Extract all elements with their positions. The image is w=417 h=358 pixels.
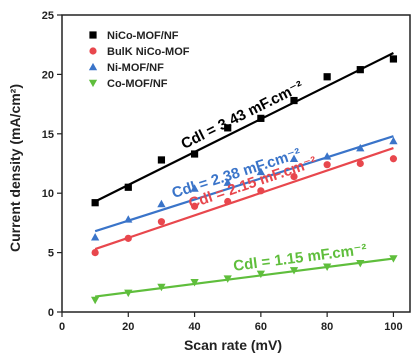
plot-frame [61, 14, 411, 313]
data-point [224, 124, 232, 132]
data-point [389, 155, 398, 163]
y-tick-label: 5 [48, 248, 54, 260]
data-point [389, 55, 398, 63]
data-point [91, 199, 99, 207]
data-point [124, 183, 132, 191]
legend-marker [89, 31, 97, 39]
x-tick-label: 0 [59, 321, 65, 333]
data-point [124, 215, 133, 223]
y-tick-label: 15 [42, 129, 54, 141]
legend-marker [89, 47, 97, 55]
y-axis-label: Current density (mA/cm²) [7, 84, 23, 252]
data-point [157, 283, 166, 292]
data-point [157, 156, 166, 164]
data-point [323, 73, 331, 81]
data-point [157, 199, 166, 208]
data-point [289, 267, 299, 275]
data-point [91, 249, 99, 257]
data-point [389, 136, 398, 145]
data-point [157, 218, 166, 226]
legend-marker [88, 79, 98, 88]
legend-label: Co-MOF/NF [107, 78, 168, 90]
data-point [323, 152, 332, 160]
x-tick-label: 80 [321, 321, 333, 333]
data-point [356, 66, 364, 74]
fit-line [95, 257, 394, 298]
data-point [190, 184, 199, 192]
y-tick-label: 0 [48, 307, 54, 319]
data-point [257, 114, 265, 122]
data-points [91, 55, 398, 305]
data-point [356, 259, 365, 268]
data-point [91, 233, 100, 241]
x-tick-label: 60 [255, 321, 267, 333]
data-point [91, 296, 100, 305]
data-point [356, 143, 365, 152]
x-tick-label: 100 [384, 321, 402, 333]
data-point [224, 197, 232, 206]
fit-line [94, 52, 394, 203]
data-point [257, 187, 265, 195]
data-point [290, 96, 298, 105]
data-point [256, 167, 265, 176]
data-point [290, 172, 298, 181]
y-tick-label: 25 [42, 10, 54, 22]
data-point [256, 270, 265, 279]
data-point [124, 234, 132, 242]
fit-line [94, 147, 394, 251]
data-point [223, 178, 232, 186]
legend-label: Ni-MOF/NF [107, 62, 164, 74]
data-point [289, 154, 299, 163]
y-tick-label: 10 [42, 188, 54, 200]
fit-line [94, 135, 394, 233]
data-point [223, 275, 232, 283]
data-point [356, 159, 364, 168]
data-point [389, 255, 398, 263]
x-tick-label: 20 [122, 321, 134, 333]
x-axis-label: Scan rate (mV) [184, 337, 282, 353]
data-point [124, 289, 133, 298]
data-point [323, 161, 331, 169]
data-point [323, 263, 332, 271]
cdl-annotation: Cdl = 3.43 mF.cm⁻² [178, 78, 306, 153]
plot-border [61, 14, 411, 313]
legend-label: NiCo-MOF/NF [107, 30, 179, 42]
fit-lines [94, 52, 394, 298]
data-point [190, 150, 199, 158]
legend: NiCo-MOF/NF BulK NiCo-MOF Ni-MOF/NF Co-MOF/… [88, 30, 190, 90]
data-point [190, 278, 199, 287]
legend-label: BulK NiCo-MOF [107, 46, 190, 58]
axis-ticks: 0 20 40 60 80 100 0 5 10 15 20 25 [42, 10, 403, 333]
y-tick-label: 20 [42, 69, 54, 81]
data-point [190, 202, 199, 210]
x-tick-label: 40 [188, 321, 200, 333]
legend-marker [88, 62, 98, 71]
